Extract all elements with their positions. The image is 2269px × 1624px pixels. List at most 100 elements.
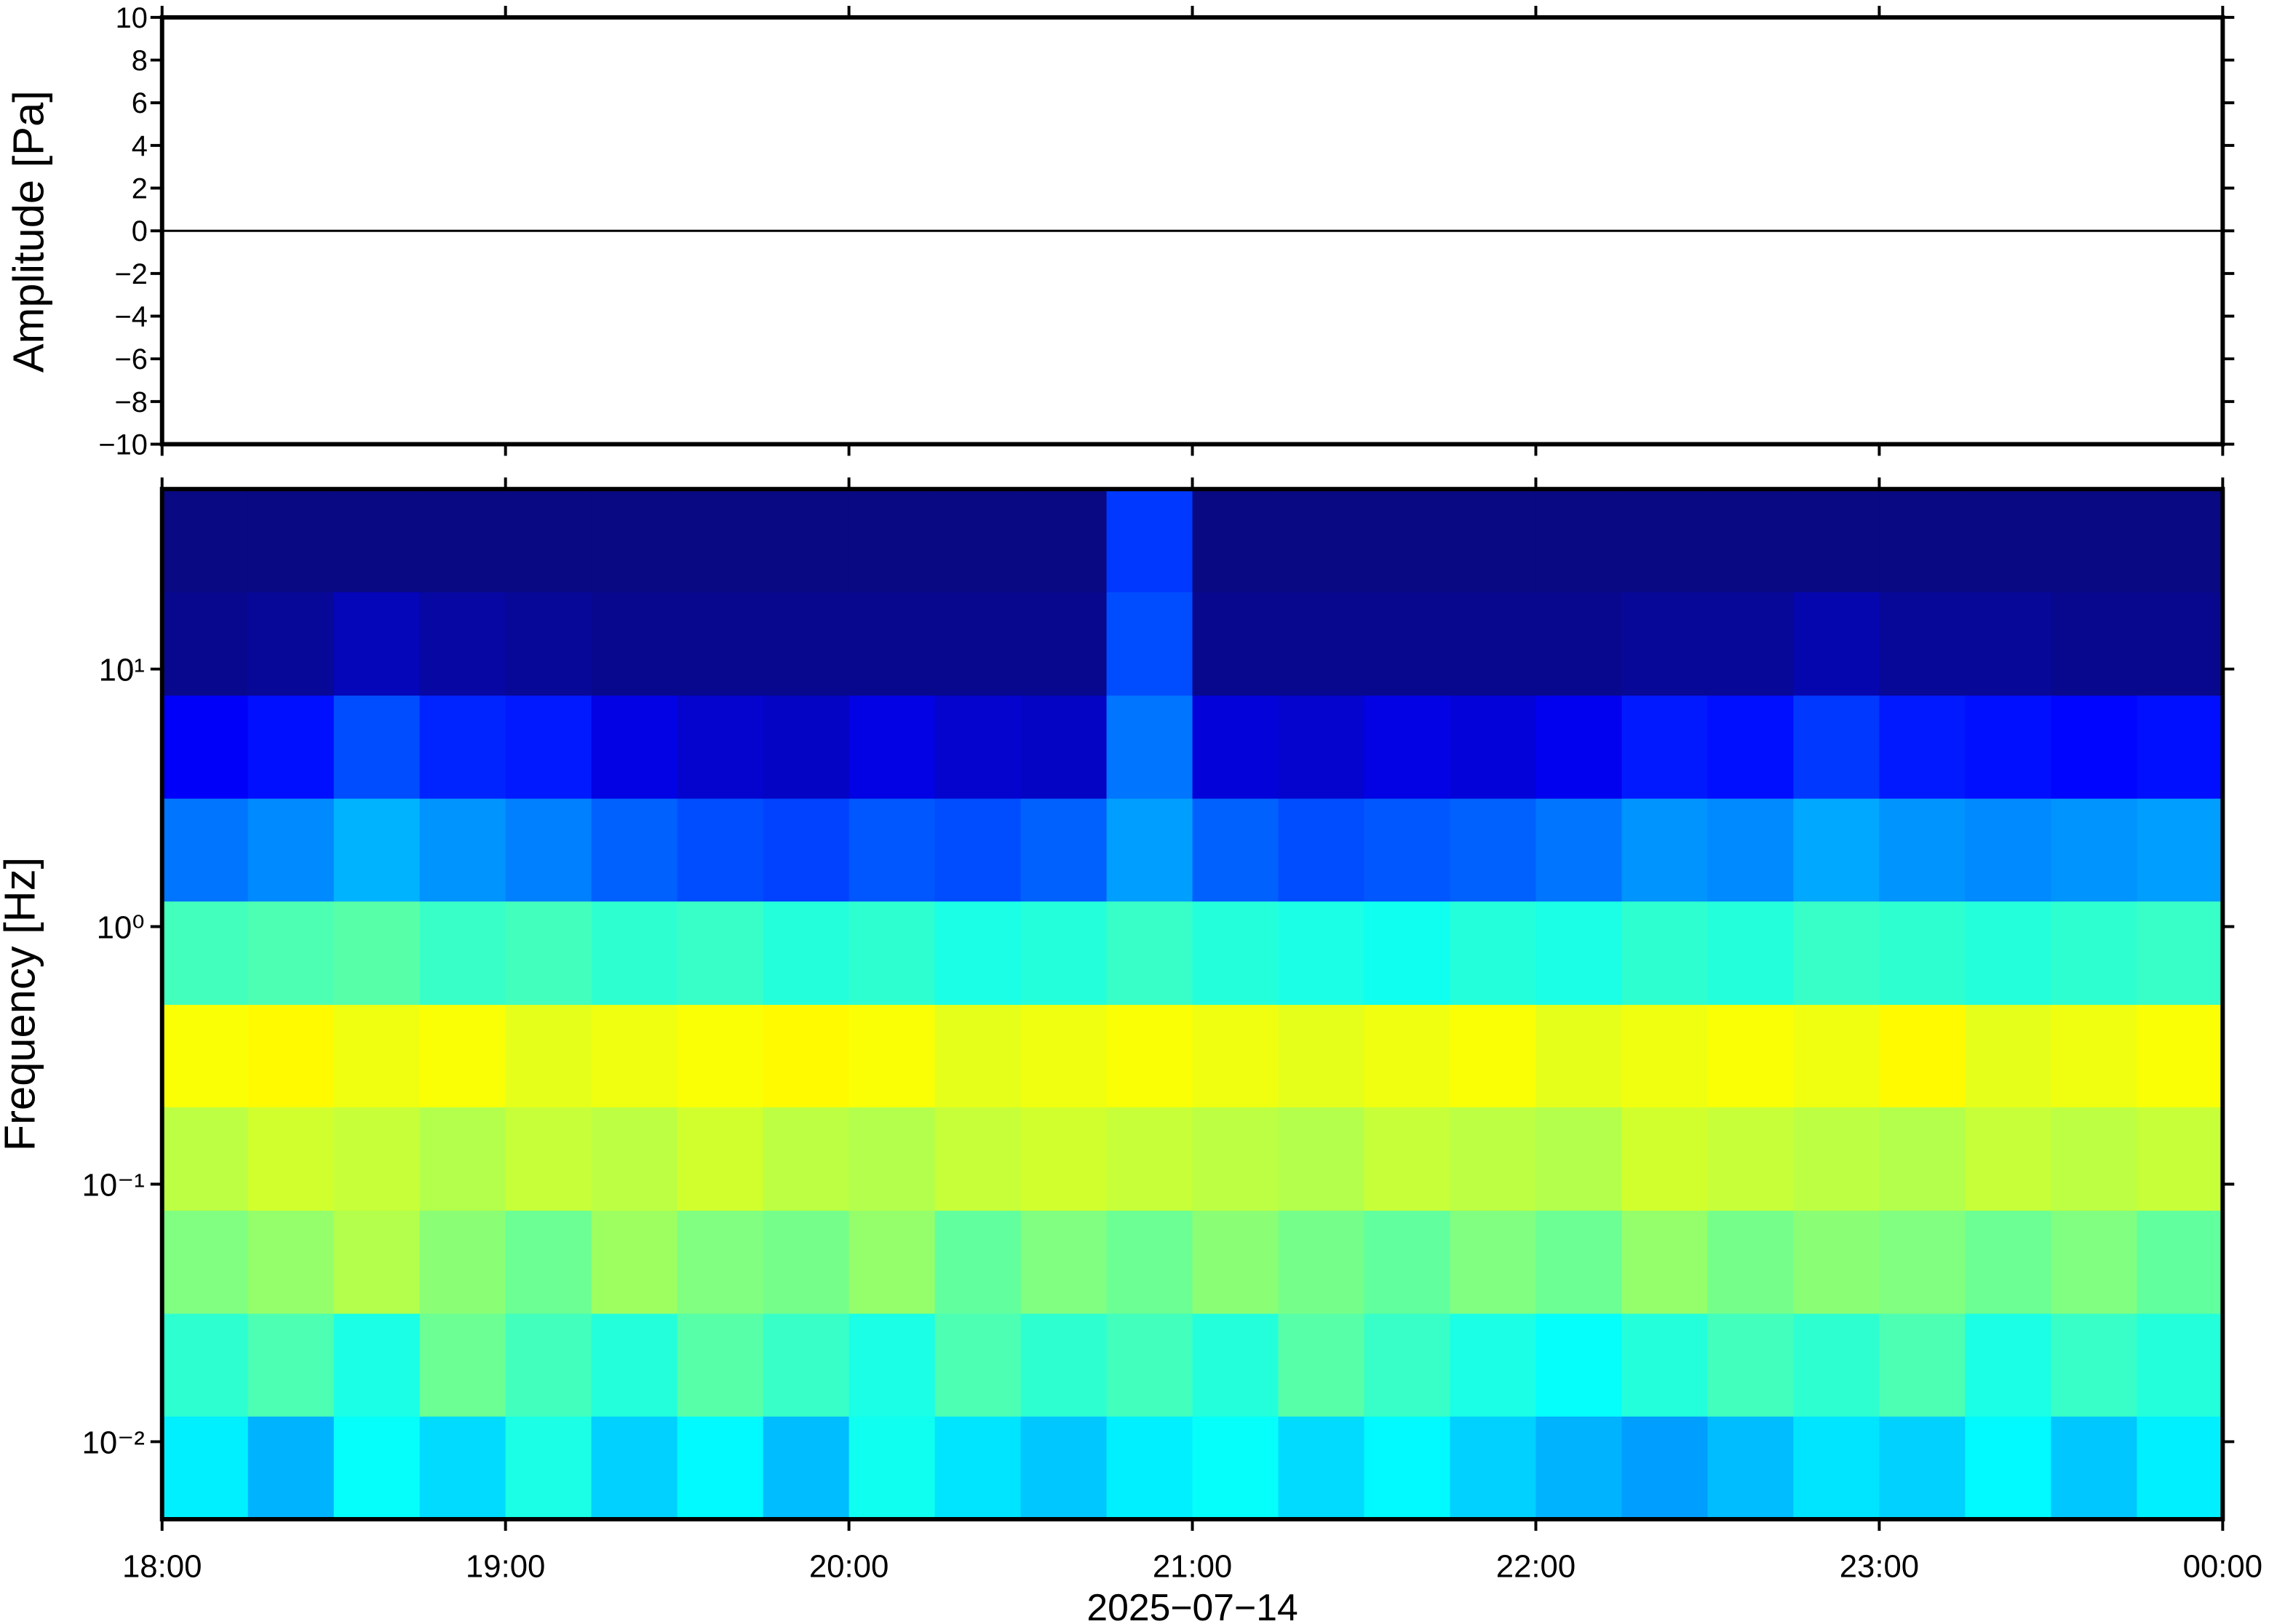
spectrogram-cell [1879, 797, 1966, 901]
spectrogram-cell [1364, 797, 1451, 901]
spectrogram-cell [2051, 797, 2138, 901]
spectrogram-cell [934, 1209, 1022, 1314]
spectrogram-cell [763, 1313, 850, 1417]
spectrogram-cell [419, 592, 506, 696]
spectrogram-cell [1364, 592, 1451, 696]
y-tick-label: 8 [132, 44, 148, 76]
spectrogram-cell [1535, 1004, 1623, 1107]
spectrogram-cell [247, 900, 335, 1006]
spectrogram-cell [505, 1004, 592, 1107]
spectrogram-cell [419, 1004, 506, 1107]
spectrogram-cell [1192, 1209, 1279, 1314]
spectrogram-cell [1965, 592, 2052, 696]
spectrogram-cell [2137, 695, 2224, 799]
spectrogram-cell [162, 592, 249, 696]
spectrogram-cell [934, 695, 1022, 799]
spectrogram-cell [2051, 1209, 2138, 1314]
spectrogram-cell [419, 1209, 506, 1314]
y-tick-label: 4 [132, 130, 148, 162]
spectrogram-cell [505, 797, 592, 901]
spectrogram-cell [934, 592, 1022, 696]
spectrogram-cell [333, 1106, 421, 1211]
spectrogram-cell [1450, 489, 1537, 593]
spectrogram-cell [333, 1209, 421, 1314]
spectrogram-cell [1793, 797, 1880, 901]
spectrogram-cell [1965, 1004, 2052, 1107]
spectrogram-cell [763, 1106, 850, 1211]
spectrogram-cell [1278, 1415, 1365, 1520]
spectrogram-cell [934, 1313, 1022, 1417]
y-tick-label: 2 [132, 172, 148, 204]
spectrogram-cell [1707, 1313, 1795, 1417]
spectrogram-cell [1192, 1004, 1279, 1107]
spectrogram-cell [247, 1004, 335, 1107]
spectrogram-cell [1965, 900, 2052, 1006]
spectrogram-cell [591, 695, 678, 799]
x-axis-title: 2025−07−14 [1086, 1586, 1298, 1624]
spectrogram-cell [1278, 695, 1365, 799]
spectrogram-cell [763, 592, 850, 696]
x-tick-label: 00:00 [2183, 1549, 2262, 1585]
spectrogram-cell [763, 695, 850, 799]
spectrogram-cell [1192, 1415, 1279, 1520]
x-tick-label: 18:00 [122, 1549, 202, 1585]
spectrogram-cell [591, 1209, 678, 1314]
spectrogram-cell [1535, 592, 1623, 696]
spectrogram-cell [1621, 695, 1709, 799]
y-tick-label: 10⁻¹ [82, 1167, 145, 1203]
spectrogram-cell [419, 797, 506, 901]
spectrogram-cell [2051, 489, 2138, 593]
spectrogram-cell [1793, 1209, 1880, 1314]
y-tick-label: −4 [114, 300, 147, 333]
spectrogram-cell [1535, 489, 1623, 593]
spectrogram-cell [1192, 695, 1279, 799]
spectrogram-cell [1707, 1106, 1795, 1211]
spectrogram-cell [591, 592, 678, 696]
spectrogram-cell [2051, 592, 2138, 696]
spectrogram-cell [162, 797, 249, 901]
spectrogram-cell [1020, 1106, 1108, 1211]
spectrogram-cell [1793, 1106, 1880, 1211]
spectrogram-cell [162, 900, 249, 1006]
spectrogram-cell [1364, 1313, 1451, 1417]
spectrogram-cell [1278, 797, 1365, 901]
spectrogram-cell [1192, 592, 1279, 696]
spectrogram-cell [1450, 797, 1537, 901]
spectrogram-cell [1879, 1415, 1966, 1520]
spectrogram-cell [763, 900, 850, 1006]
spectrogram [162, 489, 2224, 1520]
spectrogram-cell [1793, 592, 1880, 696]
y-tick-label: 6 [132, 87, 148, 119]
spectrogram-cell [677, 1415, 764, 1520]
spectrogram-cell [591, 900, 678, 1006]
spectrogram-cell [591, 1415, 678, 1520]
spectrogram-cell [934, 797, 1022, 901]
spectrogram-cell [1621, 1106, 1709, 1211]
spectrogram-cell [1707, 797, 1795, 901]
spectrogram-cell [849, 1313, 936, 1417]
spectrogram-cell [419, 1415, 506, 1520]
spectrogram-cell [1879, 1313, 1966, 1417]
spectrogram-cell [849, 695, 936, 799]
spectrogram-cell [1535, 1106, 1623, 1211]
spectrogram-cell [1364, 1415, 1451, 1520]
y-tick-label: −10 [98, 429, 147, 461]
spectrogram-cell [934, 1415, 1022, 1520]
spectrogram-cell [333, 489, 421, 593]
plot-frame [159, 487, 2225, 1521]
spectrogram-cell [1707, 1209, 1795, 1314]
y-axis-title: Amplitude [Pa] [4, 90, 53, 373]
spectrogram-cell [1879, 1209, 1966, 1314]
spectrogram-cell [677, 1209, 764, 1314]
spectrogram-cell [1707, 900, 1795, 1006]
spectrogram-cell [677, 900, 764, 1006]
spectrogram-cell [1535, 1209, 1623, 1314]
spectrogram-cell [1450, 1313, 1537, 1417]
spectrogram-cell [1278, 1313, 1365, 1417]
spectrogram-cell [1965, 797, 2052, 901]
spectrogram-cell [247, 695, 335, 799]
spectrogram-cell [247, 797, 335, 901]
spectrogram-cell [1278, 1004, 1365, 1107]
spectrogram-cell [591, 1106, 678, 1211]
spectrogram-cell [677, 1004, 764, 1107]
